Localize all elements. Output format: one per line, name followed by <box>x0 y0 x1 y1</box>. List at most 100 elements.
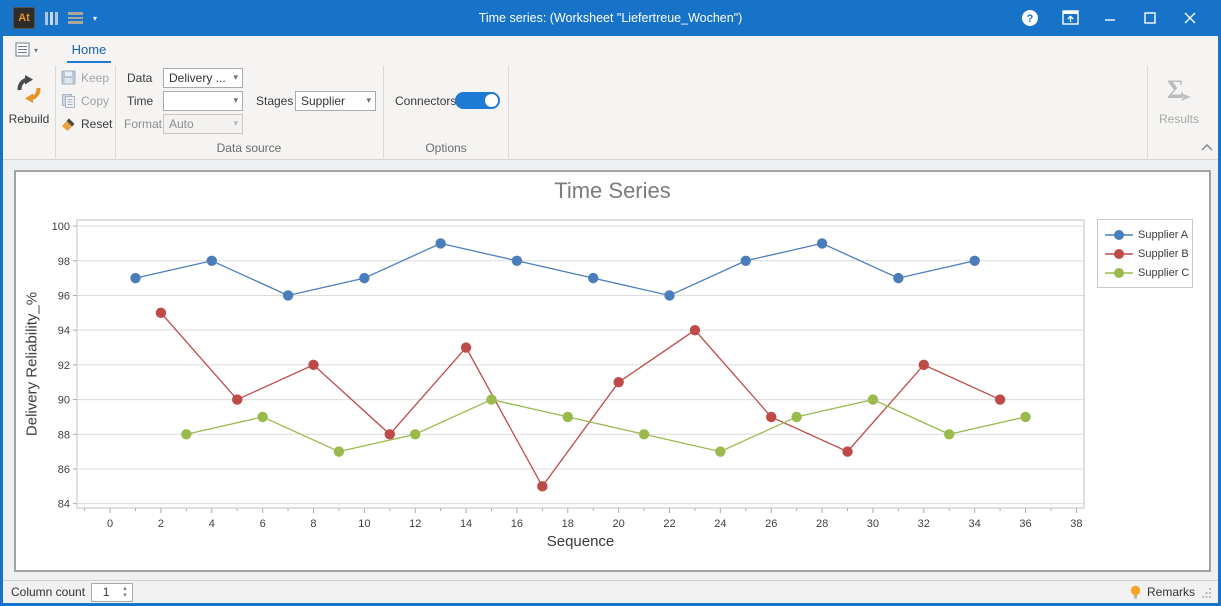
data-point-supplier-c <box>944 429 955 440</box>
legend-marker <box>1105 267 1133 278</box>
column-count-value: 1 <box>102 584 110 599</box>
legend-item: Supplier B <box>1105 244 1192 263</box>
app-logo-icon[interactable]: At <box>13 7 35 29</box>
legend-marker <box>1105 248 1133 259</box>
app-menu-button[interactable]: ▾ <box>15 42 38 58</box>
data-point-supplier-b <box>308 359 319 371</box>
y-tick-label: 100 <box>52 221 70 233</box>
menu-rows-icon[interactable] <box>68 10 83 26</box>
tab-home[interactable]: Home <box>67 39 111 63</box>
window-title: Time series: (Worksheet "Liefertreue_Woc… <box>478 11 743 25</box>
lightbulb-icon <box>1130 585 1141 599</box>
quick-access-dropdown-icon[interactable]: ▾ <box>93 13 98 23</box>
data-point-supplier-b <box>918 359 929 371</box>
series-line-supplier-c <box>186 398 1026 453</box>
data-combobox[interactable]: Delivery ... ▾ <box>163 68 243 88</box>
data-point-supplier-c <box>486 394 497 405</box>
x-tick-label: 22 <box>663 518 675 530</box>
data-point-supplier-b <box>766 411 777 423</box>
data-point-supplier-b <box>689 324 701 336</box>
x-tick-label: 34 <box>969 518 981 530</box>
time-combobox[interactable]: ▾ <box>163 91 243 111</box>
data-combobox-value: Delivery ... <box>169 71 226 85</box>
eraser-icon <box>62 118 75 131</box>
toggle-knob <box>485 94 498 107</box>
legend-item: Supplier A <box>1105 225 1192 244</box>
worksheet-columns-icon[interactable] <box>45 11 58 25</box>
data-point-supplier-b <box>155 307 167 319</box>
minimize-button[interactable] <box>1090 0 1130 36</box>
data-point-supplier-a <box>359 272 370 284</box>
format-combobox-value: Auto <box>169 117 194 131</box>
content-area: 84 86 88 90 92 94 96 98 100 0 2 4 6 8 10 12 14 16 18 20 22 24… <box>3 160 1218 580</box>
connectors-toggle[interactable] <box>455 92 500 109</box>
reset-button[interactable]: Reset <box>61 113 112 134</box>
help-button[interactable]: ? <box>1010 0 1050 36</box>
chevron-down-icon[interactable]: ▾ <box>366 95 371 105</box>
x-tick-label: 32 <box>918 518 930 530</box>
group-caption-options: Options <box>425 141 467 155</box>
y-tick-label: 96 <box>58 290 70 302</box>
group-caption-data-source: Data source <box>216 141 282 155</box>
save-icon <box>61 70 76 85</box>
close-button[interactable] <box>1170 0 1210 36</box>
collapse-ribbon-button[interactable] <box>1201 140 1213 154</box>
data-point-supplier-a <box>816 238 828 249</box>
x-tick-label: 14 <box>460 518 472 530</box>
x-tick-label: 4 <box>209 518 215 530</box>
pin-panel-button[interactable] <box>1050 0 1090 36</box>
y-tick-label: 88 <box>58 429 70 441</box>
copy-button[interactable]: Copy <box>61 90 109 111</box>
data-point-supplier-c <box>638 429 650 440</box>
remarks-button[interactable]: Remarks <box>1146 585 1195 599</box>
y-tick-label: 92 <box>58 360 70 372</box>
data-point-supplier-c <box>1020 411 1031 423</box>
maximize-button[interactable] <box>1130 0 1170 36</box>
data-point-supplier-a <box>588 272 599 284</box>
legend-item: Supplier C <box>1105 263 1192 282</box>
stages-combobox[interactable]: Supplier ▾ <box>295 91 376 111</box>
y-axis-title: Delivery Reliability_% <box>23 291 41 437</box>
ribbon-separator <box>55 66 56 158</box>
ribbon-separator <box>115 66 116 158</box>
column-count-spinner[interactable]: 1 ▴ ▾ <box>91 582 134 602</box>
x-tick-label: 16 <box>511 518 523 530</box>
data-point-supplier-b <box>613 377 624 388</box>
y-tick-label: 94 <box>58 325 70 337</box>
keep-button[interactable]: Keep <box>61 67 109 88</box>
ribbon-separator <box>1147 66 1148 158</box>
resize-grip[interactable] <box>1201 587 1212 598</box>
data-point-supplier-a <box>282 290 294 301</box>
x-tick-label: 38 <box>1070 518 1082 530</box>
chevron-down-icon: ▾ <box>233 118 238 128</box>
x-tick-label: 2 <box>158 518 164 530</box>
data-point-supplier-b <box>232 394 243 405</box>
legend-label: Supplier A <box>1138 228 1189 241</box>
x-tick-label: 24 <box>714 518 726 530</box>
data-point-supplier-b <box>460 342 472 353</box>
legend-label: Supplier B <box>1138 247 1189 260</box>
column-count-label: Column count <box>11 585 86 599</box>
data-point-supplier-c <box>257 411 268 423</box>
minimize-icon <box>1105 19 1115 21</box>
app-menu-icon <box>15 42 30 57</box>
chevron-down-icon[interactable]: ▾ <box>233 72 238 82</box>
rebuild-button[interactable]: Rebuild <box>6 68 52 126</box>
data-point-supplier-b <box>384 429 395 440</box>
data-point-supplier-a <box>206 255 217 266</box>
format-combobox[interactable]: Auto ▾ <box>163 114 243 134</box>
data-point-supplier-a <box>130 272 141 284</box>
x-tick-label: 28 <box>816 518 828 530</box>
spin-up-icon[interactable]: ▴ <box>123 585 127 592</box>
data-point-supplier-b <box>994 394 1006 405</box>
rebuild-icon <box>17 75 41 103</box>
chevron-down-icon[interactable]: ▾ <box>233 95 238 105</box>
results-button[interactable]: Σ Results <box>1158 75 1199 126</box>
x-tick-label: 8 <box>310 518 316 530</box>
x-tick-label: 12 <box>409 518 421 530</box>
x-tick-label: 18 <box>562 518 574 530</box>
connectors-label: Connectors <box>395 94 457 108</box>
spin-down-icon[interactable]: ▾ <box>123 592 127 599</box>
data-point-supplier-a <box>435 238 446 249</box>
